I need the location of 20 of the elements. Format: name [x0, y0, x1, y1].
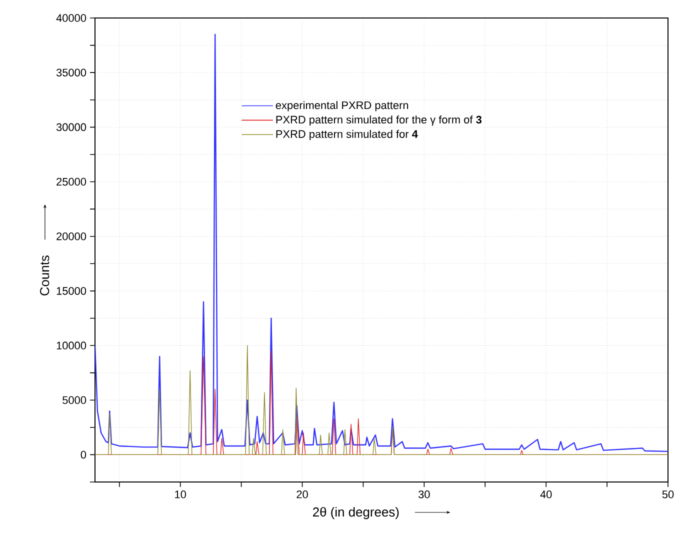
x-axis-title: 2θ (in degrees): [313, 507, 399, 520]
y-tick-label: 20000: [56, 232, 86, 240]
x-tick-label: 20: [296, 490, 308, 498]
y-tick-label: 25000: [56, 178, 86, 186]
x-tick-label: 50: [662, 490, 674, 498]
legend-label: experimental PXRD pattern: [276, 101, 408, 112]
x-tick-label: 10: [175, 490, 186, 498]
y-tick-label: 5000: [62, 396, 86, 404]
line-series: [95, 34, 668, 452]
x-tick-label: 40: [540, 490, 552, 498]
y-tick-label: 15000: [56, 287, 86, 295]
y-tick-label: 40000: [56, 14, 86, 22]
y-tick-label: 10000: [56, 342, 86, 350]
legend-label: PXRD pattern simulated for the γ form of 3: [276, 115, 482, 126]
y-axis-title: Counts: [40, 256, 50, 296]
y-tick-label: 0: [80, 450, 86, 459]
x-tick-label: 30: [418, 490, 430, 498]
y-tick-label: 35000: [56, 68, 86, 76]
y-tick-label: 30000: [56, 123, 86, 132]
legend-label: PXRD pattern simulated for 4: [276, 130, 418, 140]
